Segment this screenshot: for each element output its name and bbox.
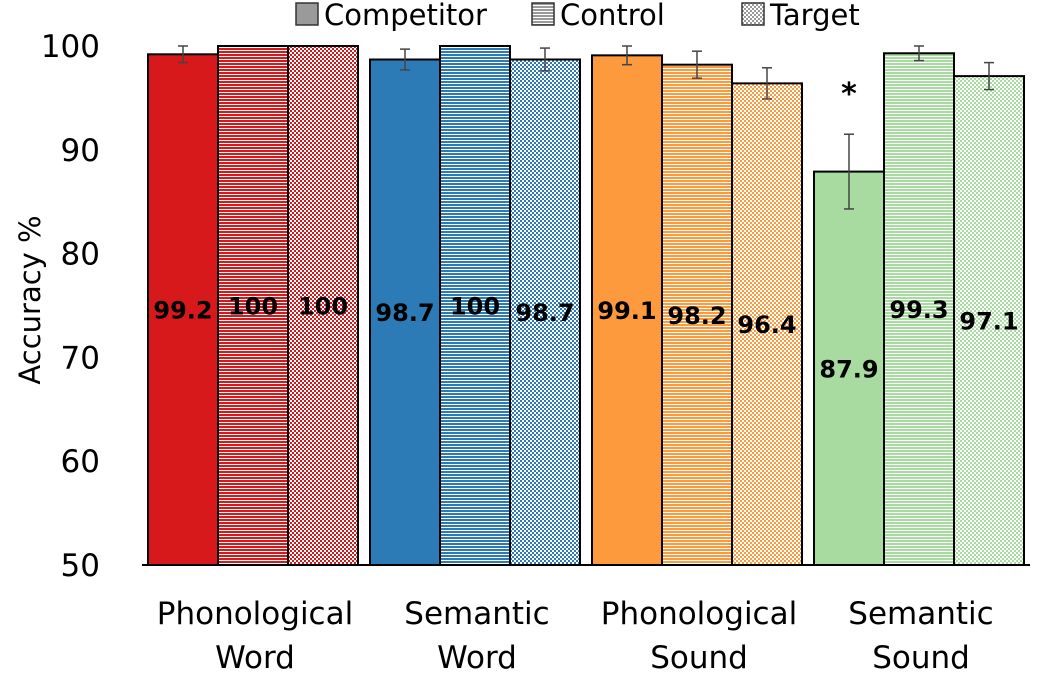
y-tick-label: 90 bbox=[61, 133, 100, 169]
error-bar bbox=[984, 61, 994, 91]
category-label: Semantic Word bbox=[404, 596, 549, 676]
value-labels: 99.2 100 100 98.7 100 98.7 99.1 98.2 96.4 87.9 99.… bbox=[153, 293, 1018, 384]
y-tick-label: 100 bbox=[41, 29, 100, 65]
annotations: * bbox=[841, 77, 857, 112]
error-bar bbox=[762, 67, 772, 100]
y-axis-ticks: 50 60 70 80 90 100 bbox=[41, 29, 100, 584]
error-bar bbox=[692, 50, 702, 79]
significance-marker: * bbox=[841, 77, 857, 112]
value-label: 100 bbox=[298, 293, 348, 321]
value-label: 100 bbox=[228, 293, 278, 321]
category-labels: Phonological Word Semantic Word Phonological… bbox=[157, 596, 994, 676]
legend-item-control: Control bbox=[531, 0, 665, 32]
legend-swatch bbox=[295, 2, 319, 26]
legend-label: Competitor bbox=[324, 0, 487, 32]
bars bbox=[142, 45, 1030, 567]
legend-swatch bbox=[531, 2, 555, 26]
value-label: 98.7 bbox=[515, 299, 574, 327]
legend-item-target: Target bbox=[741, 0, 860, 32]
value-label: 99.2 bbox=[153, 297, 212, 325]
bar-target-1 bbox=[287, 45, 359, 566]
error-bar bbox=[540, 47, 550, 72]
category-label: Phonological Word bbox=[157, 596, 353, 676]
bar-control-3 bbox=[661, 63, 733, 567]
y-tick-label: 80 bbox=[61, 237, 100, 273]
error-bar bbox=[622, 45, 632, 66]
bar-control-1 bbox=[217, 45, 289, 566]
error-bar bbox=[178, 45, 188, 64]
value-label: 100 bbox=[450, 293, 500, 321]
y-tick-label: 60 bbox=[61, 444, 100, 480]
y-axis-title: Accuracy % bbox=[13, 215, 47, 384]
value-label: 87.9 bbox=[819, 355, 878, 383]
legend-swatch bbox=[741, 2, 765, 26]
value-label: 96.4 bbox=[737, 311, 796, 339]
value-label: 98.2 bbox=[667, 302, 726, 330]
legend-item-competitor: Competitor bbox=[295, 0, 487, 32]
error-bar bbox=[844, 133, 854, 210]
value-label: 97.1 bbox=[959, 308, 1018, 336]
legend-label: Control bbox=[560, 0, 665, 32]
bar-target-2 bbox=[509, 58, 581, 567]
value-label: 99.3 bbox=[889, 296, 948, 324]
error-bars bbox=[178, 45, 994, 210]
bar-target-4 bbox=[953, 75, 1025, 567]
bar-competitor-4 bbox=[813, 170, 885, 567]
legend: Competitor Control Target bbox=[295, 0, 860, 32]
legend-label: Target bbox=[769, 0, 860, 32]
category-label: Semantic Sound bbox=[848, 596, 993, 676]
bar-competitor-1 bbox=[147, 53, 219, 567]
error-bar bbox=[914, 45, 924, 62]
category-label: Phonological Sound bbox=[601, 596, 797, 676]
value-label: 98.7 bbox=[375, 299, 434, 327]
value-label: 99.1 bbox=[597, 297, 656, 325]
y-tick-label: 70 bbox=[61, 340, 100, 376]
error-bar bbox=[400, 48, 410, 71]
y-tick-label: 50 bbox=[61, 548, 100, 584]
